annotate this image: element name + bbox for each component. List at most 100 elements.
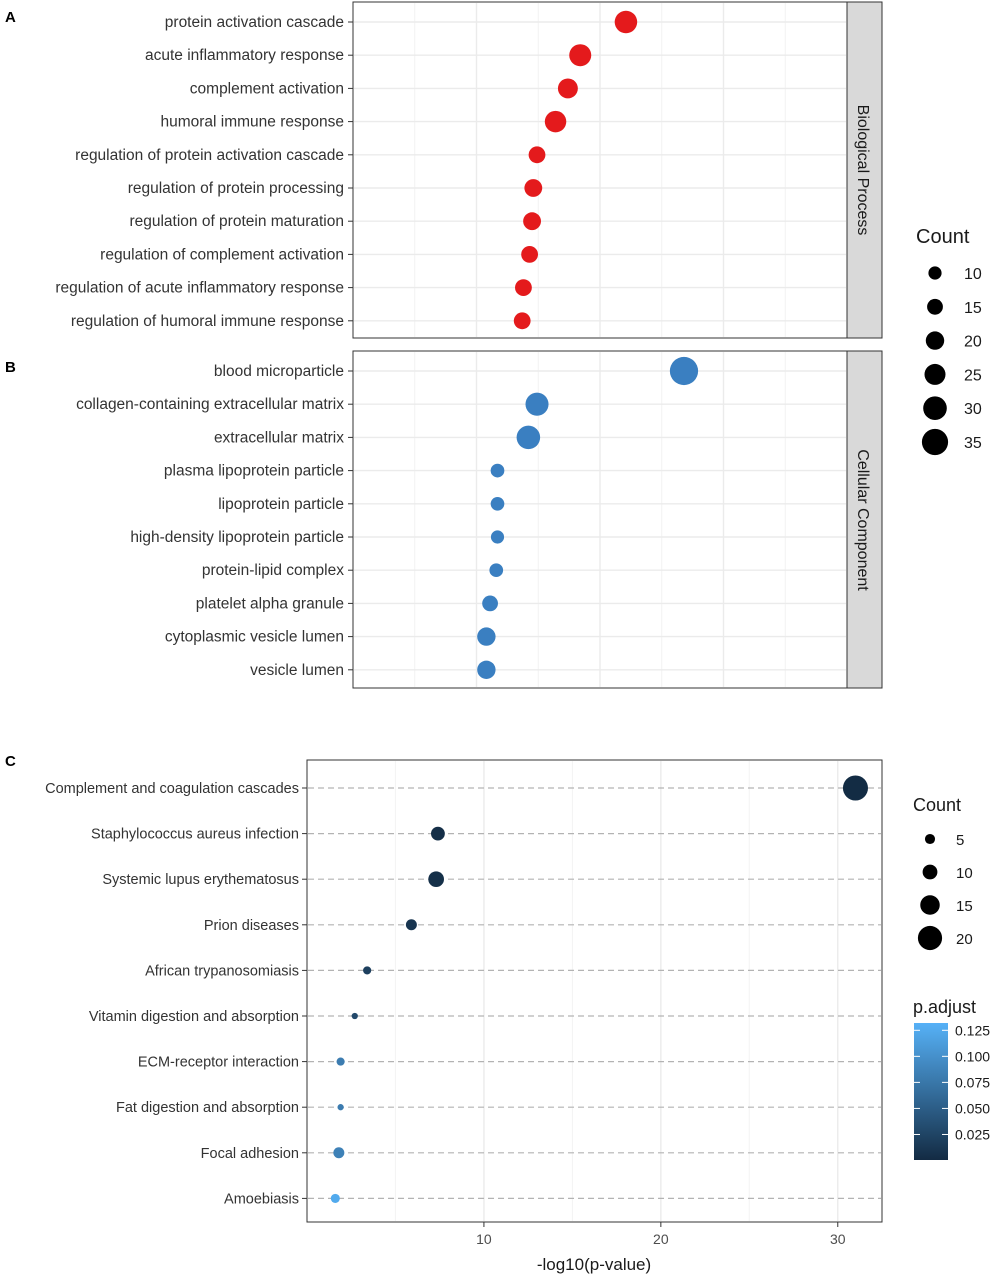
legend-count-ab-title: Count	[916, 226, 970, 248]
point-regulation-of-complement-activation	[521, 246, 539, 263]
legend-padjust-label-4: 0.025	[955, 1126, 990, 1142]
legend-count-ab-key-25	[924, 363, 946, 385]
category-label-regulation-of-protein-processing: regulation of protein processing	[128, 180, 344, 197]
panel-b-gridlines	[354, 352, 846, 687]
point-regulation-of-humoral-immune-response	[513, 312, 531, 330]
point-staphylococcus-aureus-infection	[431, 826, 445, 841]
legend-padjust: p.adjust 0.125 0.100 0.075 0.050 0.025	[913, 997, 990, 1160]
category-label-vitamin-digestion-and-absorption: Vitamin digestion and absorption	[89, 1009, 299, 1025]
legend-padjust-colorbar	[914, 1023, 948, 1160]
category-label-lipoprotein-particle: lipoprotein particle	[218, 496, 344, 513]
category-label-regulation-of-protein-maturation: regulation of protein maturation	[129, 213, 344, 230]
category-label-ecm-receptor-interaction: ECM-receptor interaction	[138, 1055, 299, 1071]
legend-count-c-key-10	[922, 864, 938, 880]
point-lipoprotein-particle	[490, 496, 505, 511]
point-humoral-immune-response	[544, 110, 567, 133]
point-regulation-of-protein-maturation	[523, 212, 541, 231]
facet-label-cellular-component: Cellular Component	[854, 449, 871, 591]
category-label-protein-activation-cascade: protein activation cascade	[165, 14, 344, 31]
category-label-systemic-lupus-erythematosus: Systemic lupus erythematosus	[102, 872, 299, 888]
category-label-regulation-of-complement-activation: regulation of complement activation	[100, 246, 344, 263]
panel-a-category-labels: protein activation cascade acute inflamma…	[55, 14, 353, 330]
point-cytoplasmic-vesicle-lumen	[477, 627, 496, 646]
category-label-extracellular-matrix: extracellular matrix	[214, 429, 344, 446]
panel-a: protein activation cascade acute inflamma…	[55, 1, 883, 339]
point-regulation-of-protein-activation-cascade	[528, 146, 546, 164]
legend-count-c-key-20	[917, 925, 943, 951]
category-label-fat-digestion-and-absorption: Fat digestion and absorption	[116, 1100, 299, 1116]
category-label-platelet-alpha-granule: platelet alpha granule	[196, 595, 344, 612]
point-plasma-lipoprotein-particle	[490, 463, 505, 478]
category-label-cytoplasmic-vesicle-lumen: cytoplasmic vesicle lumen	[165, 629, 344, 646]
legend-count-ab-label-10: 10	[964, 266, 982, 283]
category-label-focal-adhesion: Focal adhesion	[201, 1146, 299, 1162]
point-vesicle-lumen	[477, 660, 496, 679]
legend-count-c-key-15	[920, 895, 940, 915]
point-complement-activation	[557, 78, 578, 99]
category-label-regulation-of-protein-activation-cascade: regulation of protein activation cascade	[75, 147, 344, 164]
panel-c-x-ticks: 10 20 30	[476, 1222, 846, 1247]
category-label-staphylococcus-aureus-infection: Staphylococcus aureus infection	[91, 827, 299, 843]
legend-count-ab-key-10	[928, 266, 942, 280]
panel-b-facet-strip	[846, 350, 883, 689]
panel-c-plot-area	[306, 759, 883, 1223]
point-focal-adhesion	[333, 1147, 345, 1159]
point-regulation-of-protein-processing	[524, 179, 543, 197]
legend-padjust-label-0: 0.125	[955, 1022, 990, 1038]
category-label-amoebiasis: Amoebiasis	[224, 1191, 299, 1207]
point-regulation-of-acute-inflammatory-response	[515, 279, 532, 296]
point-protein-lipid-complex	[489, 563, 504, 578]
legend-padjust-label-3: 0.050	[955, 1100, 990, 1116]
point-collagen-containing-extracellular-matrix	[525, 392, 549, 416]
legend-count-ab-label-25: 25	[964, 367, 982, 384]
legend-count-ab-key-15	[927, 298, 943, 315]
point-prion-diseases	[405, 919, 417, 931]
category-label-protein-lipid-complex: protein-lipid complex	[202, 562, 344, 579]
category-label-african-trypanosomiasis: African trypanosomiasis	[145, 963, 299, 979]
category-label-collagen-containing-extracellular-matrix: collagen-containing extracellular matrix	[76, 396, 344, 413]
category-label-regulation-of-acute-inflammatory-response: regulation of acute inflammatory respons…	[55, 280, 344, 297]
panel-c-gridlines	[308, 761, 881, 1221]
legend-count-ab-key-20	[925, 331, 945, 350]
category-label-blood-microparticle: blood microparticle	[214, 363, 344, 380]
legend-count-ab-label-15: 15	[964, 300, 982, 317]
x-tick-label-10: 10	[476, 1231, 492, 1247]
point-vitamin-digestion-and-absorption	[351, 1012, 358, 1020]
panel-label-b: B	[5, 359, 16, 376]
legend-count-ab-label-35: 35	[964, 435, 982, 452]
category-label-complement-activation: complement activation	[190, 80, 344, 97]
panel-label-a: A	[5, 9, 16, 26]
point-amoebiasis	[330, 1193, 340, 1203]
legend-padjust-label-2: 0.075	[955, 1074, 990, 1090]
panel-label-c: C	[5, 753, 16, 770]
legend-count-c-label-5: 5	[956, 832, 964, 849]
panel-b: blood microparticle collagen-containing e…	[76, 350, 883, 689]
legend-count-ab-key-30	[923, 396, 947, 421]
point-african-trypanosomiasis	[363, 966, 372, 975]
category-label-plasma-lipoprotein-particle: plasma lipoprotein particle	[164, 463, 344, 480]
legend-count-c-title: Count	[913, 795, 961, 815]
category-label-humoral-immune-response: humoral immune response	[160, 114, 344, 131]
legend-count-c-label-20: 20	[956, 931, 973, 948]
point-high-density-lipoprotein-particle	[490, 530, 505, 544]
legend-count-c: Count 5 10 15 20	[913, 795, 973, 951]
legend-count-ab-label-20: 20	[964, 334, 982, 351]
legend-padjust-label-1: 0.100	[955, 1048, 990, 1064]
panel-b-category-labels: blood microparticle collagen-containing e…	[76, 363, 353, 679]
legend-count-ab-label-30: 30	[964, 401, 982, 418]
panel-c-points	[330, 775, 869, 1203]
category-label-regulation-of-humoral-immune-response: regulation of humoral immune response	[71, 313, 344, 330]
panel-b-points	[477, 356, 699, 679]
facet-label-biological-process: Biological Process	[854, 105, 871, 236]
legend-count-c-label-10: 10	[956, 865, 973, 882]
category-label-acute-inflammatory-response: acute inflammatory response	[145, 47, 344, 64]
category-label-vesicle-lumen: vesicle lumen	[250, 662, 344, 679]
legend-count-ab-key-35	[921, 428, 949, 456]
category-label-high-density-lipoprotein-particle: high-density lipoprotein particle	[130, 529, 344, 546]
panel-c-x-axis-label: -log10(p-value)	[537, 1255, 651, 1274]
legend-count-ab: Count 10 15 20 25 30 35	[916, 226, 982, 456]
point-protein-activation-cascade	[614, 10, 638, 34]
point-extracellular-matrix	[516, 425, 541, 450]
x-tick-label-30: 30	[830, 1231, 846, 1247]
